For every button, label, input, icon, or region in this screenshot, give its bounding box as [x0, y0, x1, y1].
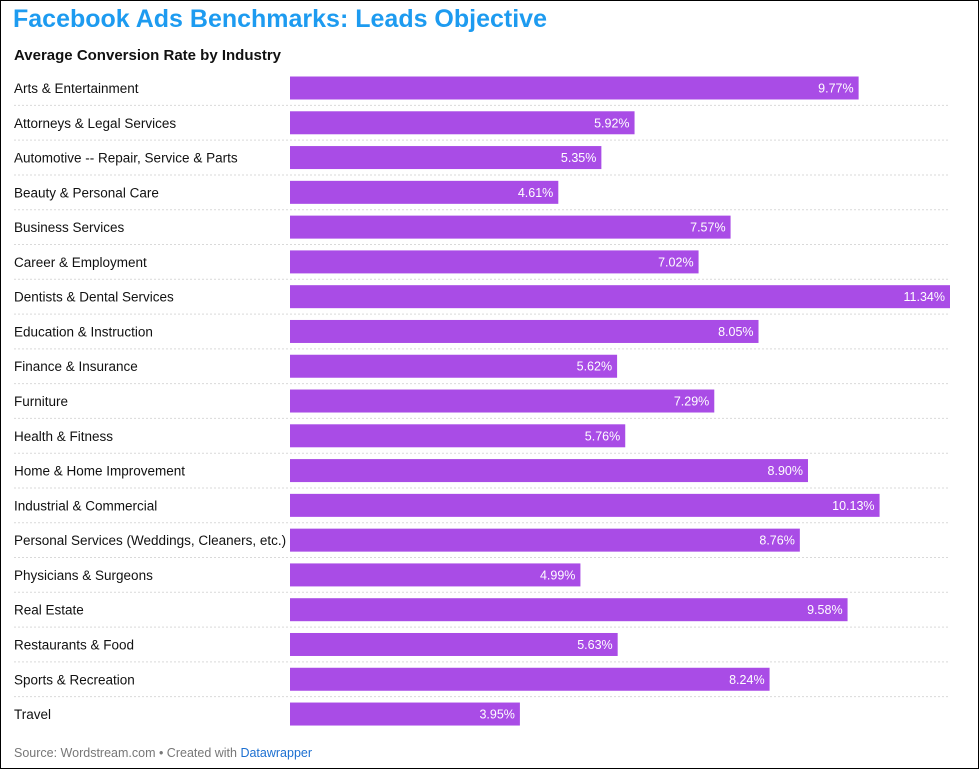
- category-label: Beauty & Personal Care: [14, 185, 159, 200]
- category-label: Restaurants & Food: [14, 637, 134, 652]
- bar: [290, 389, 715, 413]
- category-label: Travel: [14, 707, 51, 722]
- value-label: 7.29%: [674, 395, 709, 409]
- value-label: 5.76%: [585, 429, 620, 443]
- bar: [290, 76, 859, 100]
- bar: [290, 215, 731, 239]
- value-label: 8.90%: [768, 464, 803, 478]
- value-label: 8.76%: [759, 534, 794, 548]
- category-label: Finance & Insurance: [14, 359, 138, 374]
- bar: [290, 702, 520, 726]
- bar: [290, 528, 800, 552]
- bar: [290, 250, 699, 274]
- category-label: Real Estate: [14, 603, 84, 618]
- value-label: 7.02%: [658, 255, 693, 269]
- source-text: Source: Wordstream.com • Created with: [14, 746, 241, 760]
- value-label: 11.34%: [904, 290, 945, 304]
- value-label: 8.24%: [729, 673, 764, 687]
- category-label: Attorneys & Legal Services: [14, 116, 176, 131]
- datawrapper-link[interactable]: Datawrapper: [240, 746, 313, 760]
- value-label: 3.95%: [479, 708, 514, 722]
- category-label: Industrial & Commercial: [14, 498, 157, 513]
- category-label: Arts & Entertainment: [14, 81, 139, 96]
- category-label: Health & Fitness: [14, 429, 113, 444]
- value-label: 9.58%: [807, 603, 842, 617]
- value-label: 7.57%: [690, 221, 725, 235]
- category-label: Dentists & Dental Services: [14, 290, 174, 305]
- category-label: Physicians & Surgeons: [14, 568, 153, 583]
- category-label: Personal Services (Weddings, Cleaners, e…: [14, 533, 286, 548]
- value-label: 5.35%: [561, 151, 596, 165]
- bar-chart: Arts & Entertainment 9.77% Attorneys & Leg…: [14, 76, 950, 726]
- value-label: 8.05%: [718, 325, 753, 339]
- category-label: Home & Home Improvement: [14, 464, 185, 479]
- value-label: 5.63%: [577, 638, 612, 652]
- bar: [290, 354, 618, 378]
- bar: [290, 632, 618, 656]
- category-label: Business Services: [14, 220, 125, 235]
- bar: [290, 598, 848, 622]
- bar: [290, 563, 581, 587]
- source-footer: Source: Wordstream.com • Created with Da…: [14, 746, 312, 760]
- bar: [290, 424, 626, 448]
- bar: [290, 319, 759, 343]
- chart-title: Facebook Ads Benchmarks: Leads Objective: [13, 5, 547, 33]
- value-label: 5.92%: [594, 116, 629, 130]
- value-label: 9.77%: [818, 82, 853, 96]
- bar: [290, 180, 559, 204]
- value-label: 5.62%: [577, 360, 612, 374]
- bar: [290, 285, 950, 309]
- category-label: Career & Employment: [14, 255, 147, 270]
- category-label: Automotive -- Repair, Service & Parts: [14, 151, 238, 166]
- chart-subtitle: Average Conversion Rate by Industry: [14, 47, 282, 64]
- bar: [290, 667, 770, 691]
- category-label: Sports & Recreation: [14, 672, 135, 687]
- bar: [290, 111, 635, 135]
- bar: [290, 493, 880, 517]
- bar: [290, 146, 602, 170]
- value-label: 4.99%: [540, 568, 575, 582]
- value-label: 4.61%: [518, 186, 553, 200]
- value-label: 10.13%: [832, 499, 874, 513]
- category-label: Education & Instruction: [14, 324, 153, 339]
- category-label: Furniture: [14, 394, 68, 409]
- bar: [290, 459, 808, 483]
